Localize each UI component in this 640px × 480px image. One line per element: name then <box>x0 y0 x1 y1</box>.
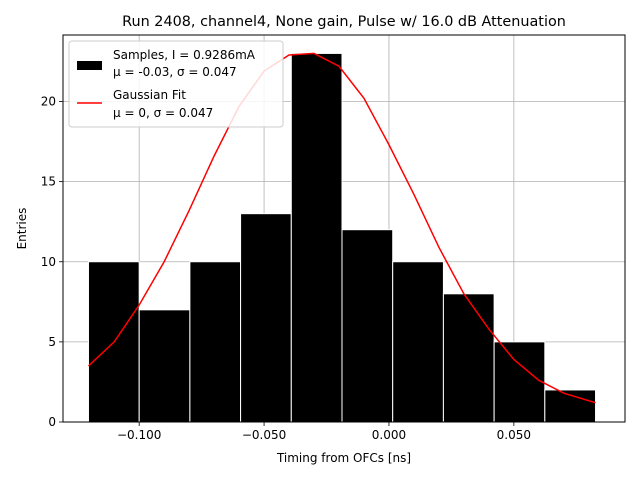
histogram-bar <box>240 213 292 423</box>
gaussian-fit <box>87 52 596 404</box>
x-tick-label: 0.000 <box>372 428 406 442</box>
plot-frame <box>62 34 626 423</box>
histogram-bar <box>493 341 546 423</box>
y-axis-label: Entries <box>15 208 29 250</box>
histogram-bar <box>189 261 242 423</box>
legend-fit-label: Gaussian Fit <box>113 88 186 102</box>
x-tick-label: −0.050 <box>242 428 286 442</box>
x-axis-label: Timing from OFCs [ns] <box>276 451 411 465</box>
x-tick-label: −0.100 <box>117 428 161 442</box>
y-tick-label: 15 <box>41 175 56 189</box>
y-tick-label: 20 <box>41 95 56 109</box>
chart-title: Run 2408, channel4, None gain, Pulse w/ … <box>122 14 566 30</box>
y-tick-label: 5 <box>48 335 56 349</box>
legend-histogram-swatch <box>77 61 102 70</box>
histogram-bar <box>341 229 394 423</box>
axis-ticks: −0.100 −0.050 0.000 0.050 0 5 10 15 20 <box>41 95 531 442</box>
legend-histogram-label: Samples, I = 0.9286mA <box>113 48 256 62</box>
histogram-bar <box>290 52 343 423</box>
fit-curve <box>87 52 596 404</box>
y-tick-label: 10 <box>41 255 56 269</box>
histogram-bar <box>442 293 495 423</box>
y-tick-label: 0 <box>48 415 56 429</box>
x-tick-label: 0.050 <box>497 428 531 442</box>
legend: Samples, I = 0.9286mA μ = -0.03, σ = 0.0… <box>68 40 284 128</box>
legend-box <box>68 40 284 128</box>
legend-fit-stats: μ = 0, σ = 0.047 <box>113 106 213 120</box>
histogram-bar <box>392 261 444 423</box>
legend-histogram-stats: μ = -0.03, σ = 0.047 <box>113 65 237 79</box>
histogram-bar <box>138 309 191 423</box>
